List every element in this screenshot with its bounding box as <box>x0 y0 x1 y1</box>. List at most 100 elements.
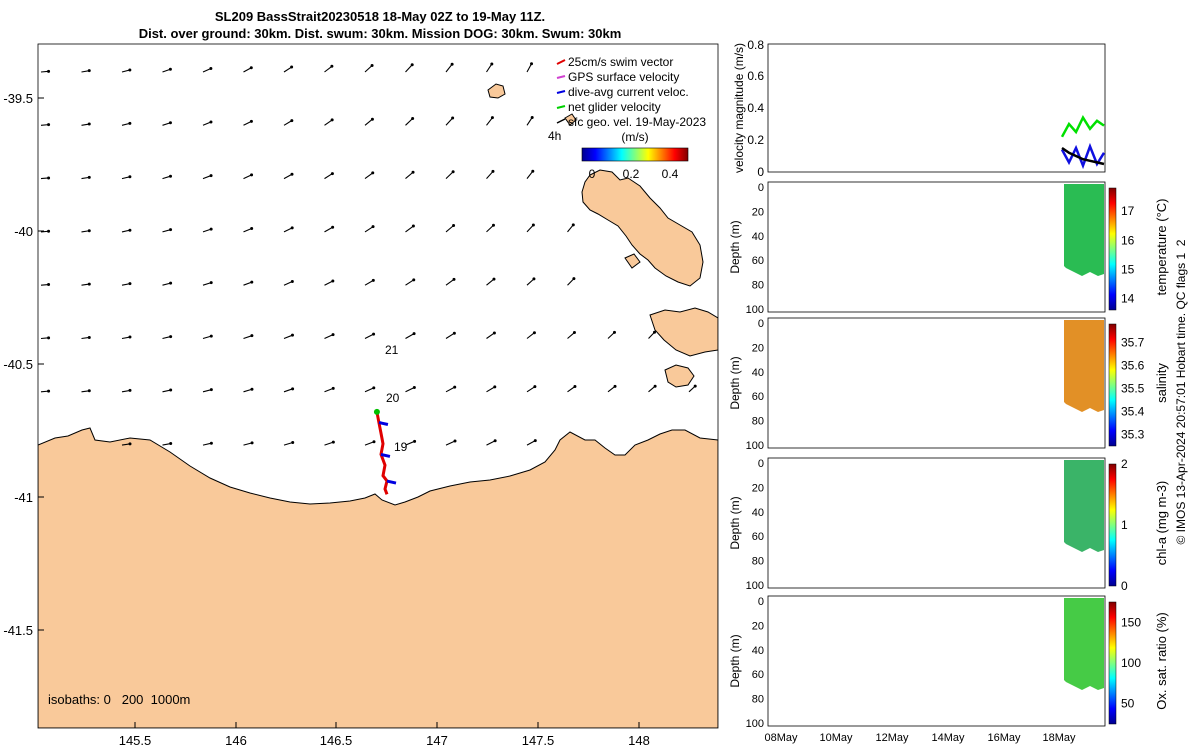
current-vector-head <box>47 336 51 340</box>
current-vector <box>526 224 534 233</box>
colorbar-tick: 100 <box>1121 656 1141 670</box>
current-vector <box>283 334 293 340</box>
map-frame <box>37 43 719 729</box>
velocity-series-line <box>1060 142 1106 170</box>
current-vector-head <box>492 277 496 281</box>
colorbar-tick: 50 <box>1121 697 1135 711</box>
current-vector-head <box>612 330 616 334</box>
current-vector-head <box>412 278 416 282</box>
current-vector-head <box>372 440 376 444</box>
current-vector-head <box>491 223 495 227</box>
current-vector-head <box>209 388 213 392</box>
depth-panel-salinity: Depth (m) 0 20 40 60 80 100 35.3 35.4 35.5 35.6 35.… <box>728 317 1169 452</box>
colorbar-label: chl-a (mg m-3) <box>1154 481 1169 566</box>
current-vector <box>486 278 495 286</box>
current-vector-head <box>168 121 172 125</box>
current-vector <box>283 388 293 393</box>
current-vector-head <box>47 123 51 127</box>
credit-text: © IMOS 13-Apr-2024 20:57:01 Hobart time.… <box>1174 239 1188 544</box>
legend-net-glider-velocity: net glider velocity <box>568 100 661 114</box>
current-vector <box>445 386 455 393</box>
current-vector-head <box>87 282 91 286</box>
current-vector-head <box>530 115 534 119</box>
current-vector-head <box>87 335 91 339</box>
colorbar-tick: 0.4 <box>662 167 679 181</box>
depth-ytick: 0 <box>758 458 764 470</box>
current-vector-head <box>372 332 376 336</box>
current-vector-head <box>128 228 132 232</box>
current-vector-head <box>87 69 91 73</box>
current-vector-head <box>250 280 254 284</box>
current-vector <box>324 173 333 180</box>
current-vector-head <box>411 224 415 228</box>
current-vector <box>283 120 293 126</box>
depth-ytick: 60 <box>752 391 764 403</box>
land-small-island-2 <box>564 113 577 126</box>
current-vector-head <box>531 169 535 173</box>
depth-ytick: 80 <box>752 280 764 292</box>
velocity-ytick: 0.4 <box>747 101 764 115</box>
time-tick-label: 12May <box>875 732 909 744</box>
current-vector-head <box>87 389 91 393</box>
current-vector-head <box>491 169 495 173</box>
current-vector-head <box>250 334 254 338</box>
legend-sfc-geo-vel: sfc geo. vel. 19-May-2023 <box>568 115 706 129</box>
current-vector <box>405 64 413 73</box>
current-vector <box>526 332 535 339</box>
current-vector <box>486 386 496 393</box>
depth-ytick: 40 <box>752 231 764 243</box>
current-vector-head <box>47 176 51 180</box>
current-vector <box>405 333 415 339</box>
current-vector <box>405 118 414 126</box>
current-vector-head <box>532 277 536 281</box>
current-vector-head <box>209 174 213 178</box>
current-vector <box>364 118 373 126</box>
depth-profile-data <box>1064 460 1104 552</box>
current-vector <box>567 278 575 286</box>
land-tasmania <box>38 427 718 728</box>
time-tick-label: 08May <box>764 732 798 744</box>
depth-ytick: 100 <box>746 718 764 730</box>
current-vector-head <box>410 63 414 67</box>
current-vector-head <box>370 64 374 68</box>
depth-colorbar <box>1108 323 1117 447</box>
current-vector-head <box>331 386 335 390</box>
depth-panel-frame <box>767 595 1106 727</box>
depth-profile-data <box>1064 598 1104 690</box>
legend-gps-velocity: GPS surface velocity <box>568 70 679 84</box>
colorbar-tick: 16 <box>1121 233 1135 247</box>
depth-ytick: 80 <box>752 416 764 428</box>
current-vector-head <box>331 333 335 337</box>
current-vector-head <box>490 62 494 66</box>
current-vector <box>405 225 414 233</box>
land-small-island-1 <box>487 83 506 99</box>
velocity-series <box>1060 115 1106 170</box>
depth-ytick: 0 <box>758 596 764 608</box>
current-vector-head <box>572 331 576 335</box>
depth-panel-frame <box>767 181 1106 313</box>
current-vector-head <box>290 333 294 337</box>
colorbar-tick: 0 <box>589 167 596 181</box>
current-vector-head <box>533 385 537 389</box>
figure-title-line2: Dist. over ground: 30km. Dist. swum: 30k… <box>139 26 622 41</box>
current-vector <box>324 119 333 126</box>
current-vector-head <box>291 440 295 444</box>
current-vector-head <box>452 331 456 335</box>
colorbar-label: salinity <box>1154 363 1169 403</box>
current-vector-head <box>290 280 294 284</box>
lon-tick-label: 147.5 <box>522 733 555 748</box>
current-vector-head <box>331 440 335 444</box>
lon-tick-label: 145.5 <box>119 733 152 748</box>
depth-ytick: 20 <box>752 342 764 354</box>
lon-tick-label: 146 <box>225 733 247 748</box>
hour-label-19: 19 <box>394 440 408 454</box>
current-vector-head <box>653 330 657 334</box>
current-vector-head <box>453 385 457 389</box>
time-tick-label: 14May <box>931 732 965 744</box>
depth-ytick: 60 <box>752 255 764 267</box>
colorbar-tick: 14 <box>1121 291 1135 305</box>
current-vector <box>364 441 375 446</box>
current-vector-head <box>372 386 376 390</box>
velocity-series-line <box>1060 115 1105 138</box>
